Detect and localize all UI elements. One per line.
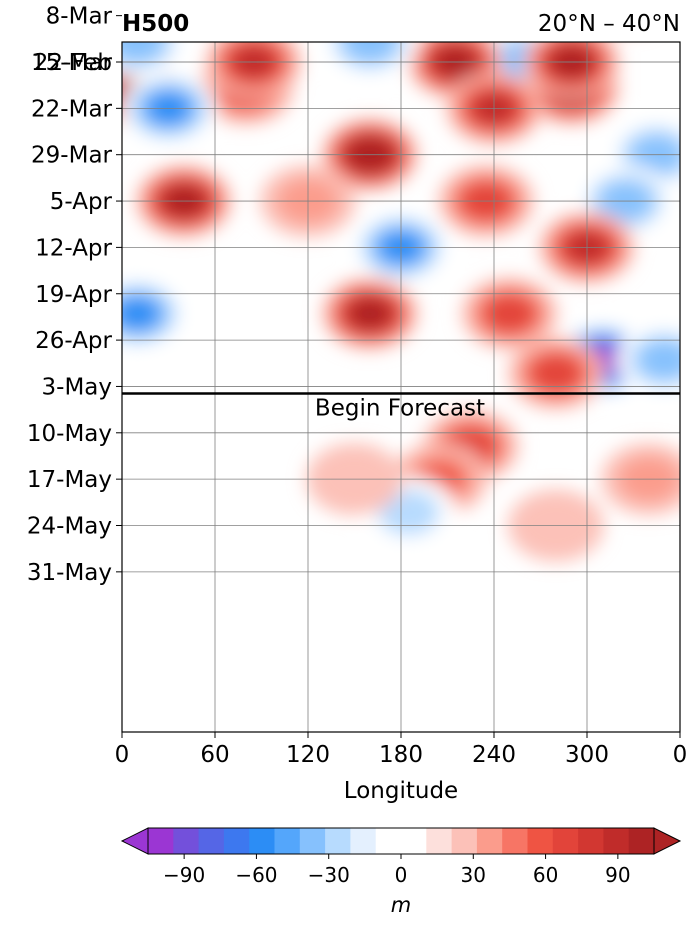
y-tick-label: 19-Apr bbox=[35, 282, 112, 308]
x-tick-label: 120 bbox=[286, 742, 330, 768]
x-tick-label: 300 bbox=[565, 742, 609, 768]
colorbar-segment bbox=[578, 828, 604, 854]
colorbar-segment bbox=[426, 828, 453, 854]
anomaly-blob bbox=[344, 42, 396, 61]
colorbar-extend-max bbox=[653, 827, 682, 855]
colorbar-tick-label: −90 bbox=[163, 863, 205, 887]
colorbar: −90 −60 −30 0 30 60 90 bbox=[120, 827, 682, 887]
colorbar-tick-label: −30 bbox=[308, 863, 350, 887]
colorbar-tick-label: 0 bbox=[395, 863, 408, 887]
y-tick-label: 3-May bbox=[42, 374, 112, 400]
colorbar-segment bbox=[552, 828, 579, 854]
colorbar-tick-label: 30 bbox=[461, 863, 486, 887]
anomaly-blob bbox=[314, 0, 410, 32]
anomaly-blob bbox=[487, 297, 532, 331]
chart-title-right: 20°N – 40°N bbox=[538, 11, 680, 37]
colorbar-segment bbox=[603, 828, 630, 854]
colorbar-segment bbox=[401, 828, 427, 854]
anomaly-blob bbox=[464, 0, 509, 12]
x-axis-label: Longitude bbox=[344, 778, 458, 804]
anomaly-blob bbox=[639, 341, 680, 379]
y-tick-label: 24-May bbox=[27, 514, 112, 540]
anomaly-blob bbox=[350, 299, 390, 328]
colorbar-segment bbox=[628, 828, 655, 854]
anomaly-blob bbox=[122, 297, 160, 331]
anomaly-blob bbox=[533, 356, 579, 390]
colorbar-segment bbox=[299, 828, 326, 854]
colorbar-tick-label: 60 bbox=[533, 863, 558, 887]
anomaly-blob bbox=[377, 489, 440, 536]
colorbar-segment bbox=[198, 828, 225, 854]
chart-title-left: H500 bbox=[122, 11, 189, 37]
anomaly-blob bbox=[438, 0, 534, 32]
colorbar-segment bbox=[274, 828, 301, 854]
y-tick-label: 29-Mar bbox=[31, 143, 113, 169]
y-tick-label: 22-Mar bbox=[31, 96, 113, 122]
y-tick-label: 31-May bbox=[27, 560, 112, 586]
x-tick-label: 0 bbox=[673, 742, 688, 768]
grid-lines bbox=[122, 42, 680, 732]
begin-forecast-label: Begin Forecast bbox=[315, 395, 485, 421]
colorbar-segment bbox=[223, 828, 250, 854]
plot-area bbox=[122, 0, 680, 732]
colorbar-tick-label: 90 bbox=[605, 863, 630, 887]
y-tick-label: 12-Apr bbox=[35, 235, 112, 261]
x-axis: 0 60 120 180 240 300 0 bbox=[115, 732, 688, 768]
anomaly-blob bbox=[331, 0, 393, 19]
colorbar-tick-label: −60 bbox=[235, 863, 277, 887]
colorbar-segment bbox=[350, 828, 377, 854]
colorbar-segment bbox=[527, 828, 554, 854]
x-tick-label: 180 bbox=[379, 742, 423, 768]
y-tick-label: 26-Apr bbox=[35, 328, 112, 354]
colorbar-segment bbox=[148, 828, 174, 854]
anomaly-blob bbox=[447, 0, 526, 25]
colorbar-segment bbox=[173, 828, 200, 854]
colorbar-segment bbox=[249, 828, 275, 854]
y-tick-label: 15-Mar bbox=[31, 50, 113, 76]
colorbar-segment bbox=[325, 828, 351, 854]
anomaly-blob bbox=[122, 42, 163, 61]
y-tick-label: 10-May bbox=[27, 421, 112, 447]
y-tick-label: 8-Mar bbox=[46, 4, 113, 30]
colorbar-segment bbox=[375, 828, 402, 854]
y-tick-label: 17-May bbox=[27, 467, 112, 493]
colorbar-extend-min bbox=[120, 827, 149, 855]
x-tick-label: 0 bbox=[115, 742, 130, 768]
anomaly-blob bbox=[455, 0, 517, 19]
x-tick-label: 60 bbox=[200, 742, 229, 768]
anomaly-blob bbox=[606, 0, 645, 10]
y-tick-label: 22-Feb bbox=[34, 50, 112, 76]
x-tick-label: 240 bbox=[472, 742, 516, 768]
colorbar-label: m bbox=[391, 893, 411, 917]
y-tick-label: 5-Apr bbox=[50, 189, 113, 215]
y-axis: 22-Feb1-Mar8-Mar15-Mar22-Mar29-Mar5-Apr1… bbox=[27, 4, 122, 586]
colorbar-segment bbox=[502, 828, 528, 854]
colorbar-segment bbox=[451, 828, 478, 854]
colorbar-segment bbox=[476, 828, 503, 854]
